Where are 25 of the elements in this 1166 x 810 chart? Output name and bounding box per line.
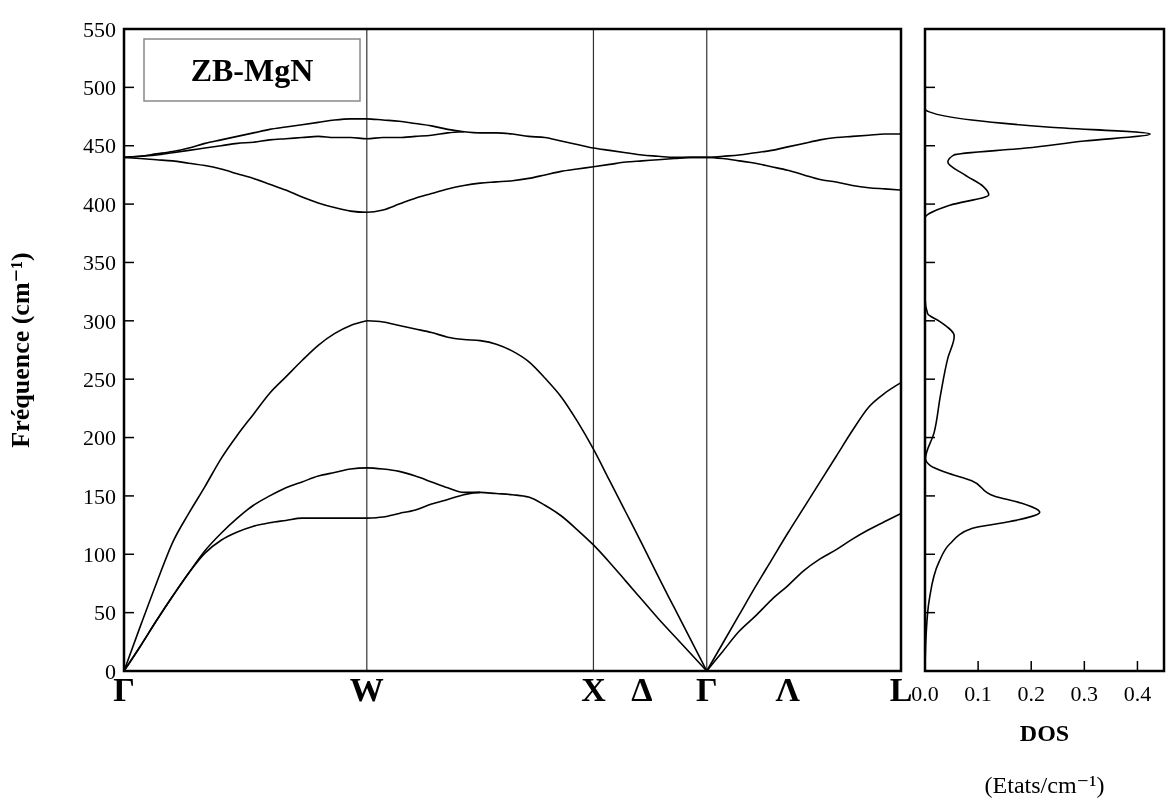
y-tick-label: 400 — [83, 191, 116, 217]
y-tick-label: 350 — [83, 250, 116, 276]
y-tick-label: 200 — [83, 425, 116, 451]
x-tick-label: 0.2 — [1017, 681, 1045, 706]
y-tick-label: 450 — [83, 133, 116, 159]
x-tick-label: 0.3 — [1070, 681, 1099, 706]
x-tick-label: Λ — [775, 671, 801, 708]
y-tick-label: 100 — [83, 541, 116, 567]
x-tick-label: 0.0 — [911, 681, 939, 706]
x-tick-label: 0.4 — [1123, 681, 1152, 706]
x-axis-title: DOS (Etats/cm⁻¹) — [984, 720, 1105, 798]
x-tick-label: X — [581, 671, 607, 708]
y-tick-label: 300 — [83, 308, 116, 334]
x-tick-label: Γ — [695, 671, 718, 708]
x-tick-label: W — [349, 671, 384, 708]
y-tick-label: 500 — [83, 75, 116, 101]
x-tick-label: 0.1 — [964, 681, 992, 706]
y-tick-label: 150 — [83, 483, 116, 509]
y-axis-title: Fréquence (cm⁻¹) — [6, 252, 35, 448]
y-tick-label: 50 — [94, 600, 116, 626]
y-tick-label: 250 — [83, 366, 116, 392]
annotation: ZB-MgN — [190, 52, 314, 88]
y-tick-label: 550 — [83, 16, 116, 42]
x-tick-label: Δ — [631, 671, 653, 708]
x-tick-label: L — [889, 671, 913, 708]
